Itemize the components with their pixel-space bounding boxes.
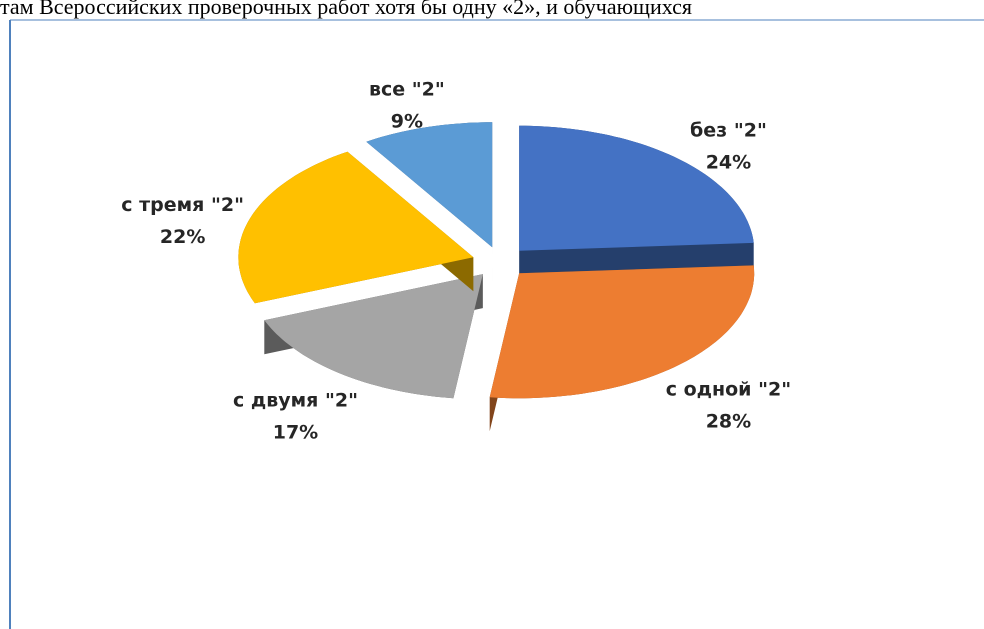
slice-label: с тремя "2" [121, 194, 244, 216]
slice [238, 151, 474, 304]
slice [366, 122, 493, 248]
header-text: там Всероссийских проверочных работ хотя… [0, 0, 692, 19]
slice-label: без "2" [690, 120, 767, 142]
slice-value-label: 17% [273, 421, 318, 443]
slice-label: с двумя "2" [233, 389, 358, 411]
slice [519, 125, 754, 251]
slice [264, 274, 483, 399]
slice-label: с одной "2" [666, 378, 791, 400]
slice-value-label: 22% [160, 226, 205, 248]
slice-value-label: 28% [706, 410, 751, 432]
slice [489, 265, 755, 399]
slice-label: все "2" [369, 79, 445, 101]
slice-value-label: 9% [391, 111, 423, 133]
slice-value-label: 24% [706, 152, 751, 174]
